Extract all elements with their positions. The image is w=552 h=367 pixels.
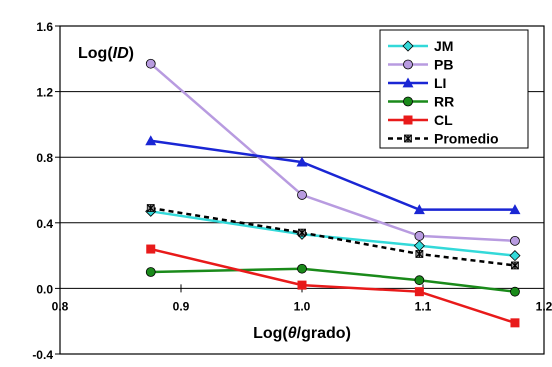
- series-line: [150, 247, 516, 325]
- x-tick-label: 1.1: [415, 299, 432, 313]
- circle-marker: [145, 267, 156, 277]
- x-tick-label: 0.8: [52, 299, 69, 313]
- legend-label: RR: [434, 94, 454, 110]
- asterisk-marker-lines: [298, 228, 306, 237]
- circle-marker: [414, 275, 425, 286]
- circle-marker: [403, 59, 413, 70]
- series-line: [150, 206, 516, 267]
- asterisk-marker-lines: [415, 250, 424, 258]
- asterisk-marker: [415, 250, 424, 258]
- legend-label: PB: [434, 57, 453, 73]
- asterisk-marker: [298, 228, 306, 237]
- circle-marker: [414, 231, 425, 241]
- legend-label: CL: [434, 112, 453, 128]
- circle-marker: [297, 190, 307, 200]
- triangle-marker: [413, 204, 425, 215]
- y-tick-label: 0.8: [36, 151, 53, 165]
- legend: JM PB LI RR CL Promedio: [379, 29, 529, 149]
- series-line: [150, 139, 515, 211]
- asterisk-marker-lines: [146, 204, 155, 212]
- x-axis-label-italic: θ: [288, 325, 297, 342]
- asterisk-marker: [511, 261, 519, 270]
- legend-box: [379, 29, 529, 149]
- circle-marker: [403, 96, 413, 107]
- series-lines: [145, 58, 521, 328]
- square-marker: [297, 280, 307, 290]
- asterisk-marker-lines: [404, 134, 412, 143]
- x-axis-label: Log(θ/grado): [253, 325, 351, 342]
- square-marker: [510, 318, 520, 328]
- triangle-marker: [509, 204, 521, 215]
- y-tick-labels: -0.4 0.0 0.4 0.8 1.2 1.6: [32, 20, 53, 362]
- square-marker: [146, 244, 156, 254]
- y-axis-label-suffix: ): [129, 45, 134, 62]
- y-tick-label: 1.6: [36, 20, 53, 34]
- triangle-marker: [402, 77, 414, 88]
- diamond-marker: [509, 250, 521, 262]
- square-marker: [403, 115, 413, 125]
- circle-marker: [510, 286, 520, 297]
- square-marker: [414, 287, 424, 297]
- y-axis-label-prefix: Log(: [78, 45, 113, 62]
- x-tick-label: 0.9: [173, 299, 190, 313]
- x-tick-label: 1.2: [536, 299, 552, 313]
- x-tick-labels: 0.8 0.9 1.0 1.1 1.2: [52, 299, 552, 313]
- x-axis-label-prefix: Log(: [253, 325, 288, 342]
- asterisk-marker: [146, 204, 155, 212]
- asterisk-marker: [404, 134, 412, 143]
- circle-marker: [510, 235, 520, 246]
- series-line: [149, 62, 516, 243]
- series-line: [150, 267, 516, 293]
- x-tick-label: 1.0: [294, 299, 311, 313]
- circle-marker: [145, 58, 156, 69]
- legend-label: Promedio: [434, 131, 499, 147]
- y-tick-label: 0.4: [36, 217, 53, 231]
- x-axis-label-suffix: /grado): [297, 325, 351, 342]
- legend-label: JM: [434, 38, 453, 54]
- circle-marker: [297, 263, 307, 274]
- y-tick-label: 1.2: [36, 86, 53, 100]
- triangle-marker: [145, 135, 157, 146]
- series-line: [150, 210, 516, 257]
- asterisk-marker-lines: [511, 261, 519, 270]
- y-axis-label: Log(ID): [78, 45, 134, 62]
- y-tick-label: 0.0: [36, 282, 53, 296]
- diamond-marker: [402, 40, 414, 52]
- y-axis-label-italic: ID: [113, 45, 129, 62]
- legend-label: LI: [434, 75, 446, 91]
- y-tick-label: -0.4: [32, 348, 53, 362]
- triangle-marker: [296, 156, 308, 167]
